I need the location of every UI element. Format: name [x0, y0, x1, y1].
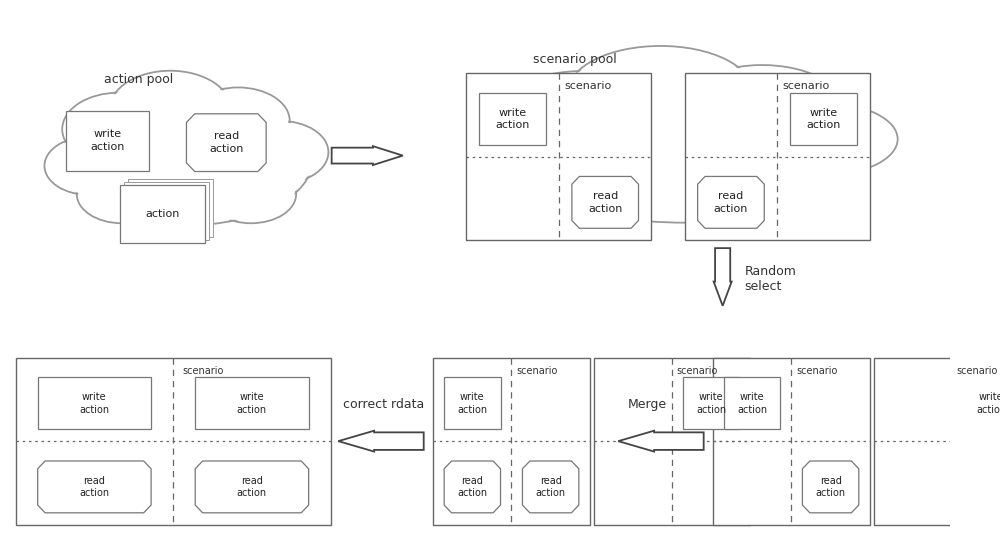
FancyBboxPatch shape [466, 73, 651, 240]
Text: write
action: write action [976, 392, 1000, 415]
Ellipse shape [500, 72, 666, 153]
Text: scenario: scenario [957, 366, 998, 376]
FancyBboxPatch shape [433, 358, 590, 525]
FancyBboxPatch shape [195, 378, 309, 429]
Polygon shape [714, 248, 732, 306]
Text: write
action: write action [457, 392, 487, 415]
Text: scenario: scenario [516, 366, 558, 376]
Ellipse shape [61, 96, 312, 225]
Ellipse shape [188, 89, 288, 153]
FancyBboxPatch shape [790, 93, 857, 144]
FancyBboxPatch shape [594, 358, 750, 525]
Text: read
action: read action [536, 476, 566, 498]
Ellipse shape [46, 138, 133, 193]
Ellipse shape [44, 137, 135, 195]
Polygon shape [186, 114, 266, 172]
Text: read
action: read action [79, 476, 109, 498]
Ellipse shape [62, 93, 175, 166]
Ellipse shape [496, 75, 873, 223]
Polygon shape [572, 177, 639, 228]
Ellipse shape [497, 76, 872, 221]
Text: write
action: write action [696, 392, 726, 415]
Ellipse shape [78, 166, 166, 222]
Ellipse shape [473, 123, 606, 186]
Ellipse shape [186, 87, 290, 154]
Ellipse shape [754, 105, 896, 173]
Ellipse shape [109, 71, 232, 150]
Text: read
action: read action [714, 191, 748, 214]
Polygon shape [618, 431, 704, 452]
Ellipse shape [498, 71, 668, 155]
Text: read
action: read action [457, 476, 487, 498]
FancyBboxPatch shape [16, 358, 331, 525]
Text: write
action: write action [495, 107, 530, 130]
Ellipse shape [232, 121, 328, 184]
Ellipse shape [569, 46, 752, 137]
Ellipse shape [233, 123, 327, 182]
Ellipse shape [472, 121, 607, 188]
Text: write
action: write action [79, 392, 109, 415]
Text: read
action: read action [588, 191, 622, 214]
Polygon shape [38, 461, 151, 513]
FancyBboxPatch shape [444, 378, 501, 429]
FancyBboxPatch shape [479, 93, 546, 144]
Text: write
action: write action [90, 130, 125, 152]
Text: scenario: scenario [183, 366, 224, 376]
Text: Random
select: Random select [744, 265, 796, 293]
Ellipse shape [686, 66, 838, 140]
FancyBboxPatch shape [66, 111, 149, 171]
Polygon shape [444, 461, 501, 513]
Ellipse shape [570, 47, 751, 135]
FancyBboxPatch shape [683, 378, 739, 429]
FancyBboxPatch shape [713, 358, 870, 525]
Polygon shape [522, 461, 579, 513]
Ellipse shape [714, 153, 849, 220]
Ellipse shape [110, 72, 230, 149]
Text: scenario: scenario [796, 366, 838, 376]
Ellipse shape [206, 165, 296, 223]
Text: write
action: write action [237, 392, 267, 415]
Text: scenario: scenario [677, 366, 718, 376]
Text: action: action [146, 209, 180, 219]
Text: Merge: Merge [628, 398, 667, 411]
Ellipse shape [77, 165, 167, 223]
Polygon shape [698, 177, 764, 228]
Text: scenario: scenario [564, 81, 612, 91]
FancyBboxPatch shape [128, 179, 213, 237]
Ellipse shape [520, 153, 656, 220]
FancyBboxPatch shape [685, 73, 870, 240]
Text: read
action: read action [209, 131, 243, 154]
Text: action pool: action pool [104, 73, 174, 86]
Ellipse shape [752, 103, 898, 175]
Polygon shape [338, 431, 424, 452]
Text: correct rdata: correct rdata [343, 398, 424, 411]
Ellipse shape [715, 155, 848, 219]
Text: scenario: scenario [783, 81, 830, 91]
Text: scenario pool: scenario pool [533, 53, 617, 66]
FancyBboxPatch shape [120, 185, 205, 243]
Ellipse shape [207, 166, 295, 222]
Text: write
action: write action [737, 392, 767, 415]
FancyBboxPatch shape [38, 378, 151, 429]
FancyBboxPatch shape [124, 183, 209, 240]
Ellipse shape [685, 65, 840, 142]
FancyBboxPatch shape [724, 378, 780, 429]
Polygon shape [195, 461, 309, 513]
Text: read
action: read action [816, 476, 846, 498]
FancyBboxPatch shape [963, 378, 1000, 429]
Ellipse shape [62, 98, 311, 224]
Text: read
action: read action [237, 476, 267, 498]
Ellipse shape [64, 94, 174, 164]
Polygon shape [332, 146, 403, 165]
Polygon shape [802, 461, 859, 513]
Text: write
action: write action [806, 107, 841, 130]
Ellipse shape [522, 155, 654, 219]
FancyBboxPatch shape [874, 358, 1000, 525]
